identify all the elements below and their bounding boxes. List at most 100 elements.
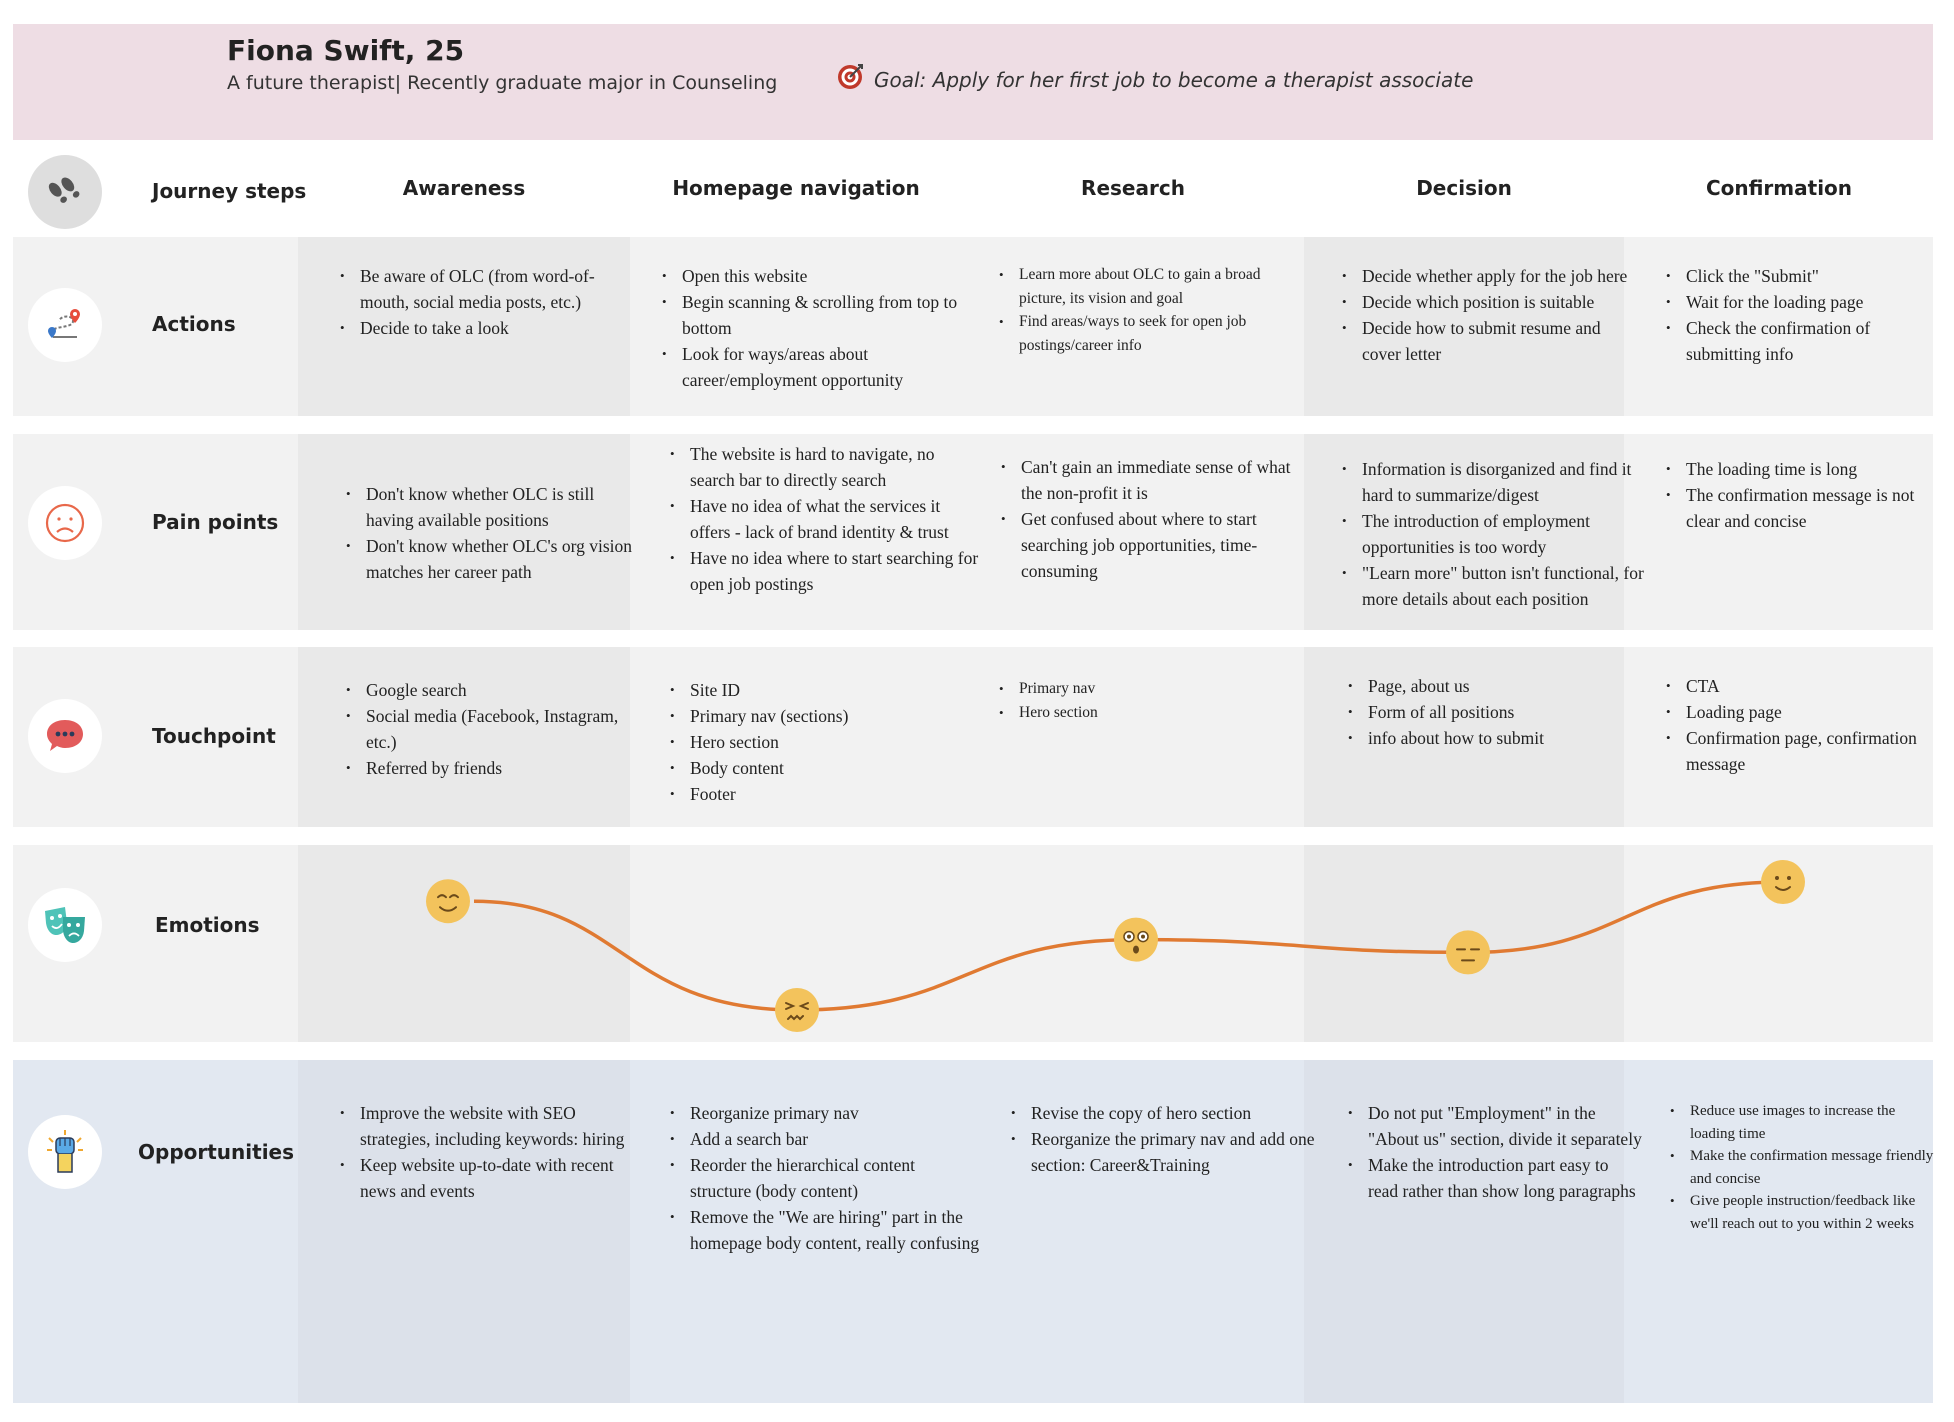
emotion-face-content-icon <box>426 879 470 924</box>
list-item: Page, about us <box>1348 673 1638 699</box>
list-item: Have no idea where to start searching fo… <box>670 545 980 597</box>
list-item: info about how to submit <box>1348 725 1638 751</box>
persona-header <box>13 24 1933 140</box>
list-item: Reduce use images to increase the loadin… <box>1670 1100 1940 1145</box>
pain-cell-awareness: Don't know whether OLC is still having a… <box>344 481 642 585</box>
stage-homepage-navigation: Homepage navigation <box>672 176 920 200</box>
touch-cell-confirmation: CTA Loading page Confirmation page, conf… <box>1664 673 1952 777</box>
column-shade-awareness-emotions <box>298 845 630 1042</box>
touch-cell-research: Primary nav Hero section <box>997 677 1279 724</box>
actions-icon-badge <box>28 288 102 362</box>
list-item: CTA <box>1666 673 1952 699</box>
list-item: Have no idea of what the services it off… <box>670 493 980 545</box>
list-item: Referred by friends <box>346 755 626 781</box>
target-icon <box>838 64 863 89</box>
list-item: Footer <box>670 781 950 807</box>
stage-decision: Decision <box>1416 176 1512 200</box>
touchpoint-icon-badge <box>28 699 102 773</box>
touchpoint-label: Touchpoint <box>152 724 276 748</box>
list-item: Reorganize the primary nav and add one s… <box>1011 1126 1321 1178</box>
theater-masks-icon <box>45 907 85 943</box>
emotion-face-neutral-icon <box>1446 930 1490 975</box>
actions-cell-awareness: Be aware of OLC (from word-of-mouth, soc… <box>338 263 640 341</box>
emotion-faces <box>426 860 1805 1032</box>
list-item: Decide whether apply for the job here <box>1342 263 1640 289</box>
actions-cell-decision: Decide whether apply for the job here De… <box>1340 263 1640 367</box>
pain-points-label: Pain points <box>152 510 279 534</box>
list-item: Reorganize primary nav <box>670 1100 980 1126</box>
opportunities-label: Opportunities <box>138 1140 295 1164</box>
footsteps-icon <box>48 177 80 203</box>
emotions-label: Emotions <box>155 913 260 937</box>
list-item: Primary nav (sections) <box>670 703 950 729</box>
list-item: Information is disorganized and find it … <box>1342 456 1646 508</box>
list-item: Get confused about where to start search… <box>1001 506 1313 584</box>
list-item: Form of all positions <box>1348 699 1638 725</box>
list-item: Decide to take a look <box>340 315 640 341</box>
persona-goal: Goal: Apply for her first job to become … <box>874 68 1474 92</box>
list-item: Find areas/ways to seek for open job pos… <box>999 310 1309 357</box>
list-item: Wait for the loading page <box>1666 289 1948 315</box>
stage-confirmation: Confirmation <box>1705 176 1853 200</box>
list-item: Improve the website with SEO strategies,… <box>340 1100 642 1152</box>
list-item: Body content <box>670 755 950 781</box>
list-item: Reorder the hierarchical content structu… <box>670 1152 980 1204</box>
list-item: Confirmation page, confirmation message <box>1666 725 1952 777</box>
list-item: Loading page <box>1666 699 1952 725</box>
actions-cell-research: Learn more about OLC to gain a broad pic… <box>997 263 1309 357</box>
list-item: The introduction of employment opportuni… <box>1342 508 1646 560</box>
touch-cell-decision: Page, about us Form of all positions inf… <box>1346 673 1638 751</box>
sad-face-icon <box>45 503 85 543</box>
pain-cell-research: Can't gain an immediate sense of what th… <box>999 454 1313 584</box>
journey-steps-icon-badge <box>28 155 102 229</box>
list-item: Site ID <box>670 677 950 703</box>
pain-points-icon-badge <box>28 486 102 560</box>
list-item: Be aware of OLC (from word-of-mouth, soc… <box>340 263 640 315</box>
list-item: Give people instruction/feedback like we… <box>1670 1190 1940 1235</box>
persona-name: Fiona Swift, 25 <box>227 34 465 67</box>
list-item: Don't know whether OLC's org vision matc… <box>346 533 642 585</box>
list-item: Learn more about OLC to gain a broad pic… <box>999 263 1309 310</box>
actions-cell-homepage-navigation: Open this website Begin scanning & scrol… <box>660 263 972 393</box>
list-item: Check the confirmation of submitting inf… <box>1666 315 1948 367</box>
actions-label: Actions <box>152 312 236 336</box>
raised-fist-icon <box>47 1130 83 1173</box>
list-item: Begin scanning & scrolling from top to b… <box>662 289 972 341</box>
opportunities-icon-badge <box>28 1115 102 1189</box>
touch-cell-awareness: Google search Social media (Facebook, In… <box>344 677 626 781</box>
list-item: Make the introduction part easy to read … <box>1348 1152 1642 1204</box>
opp-cell-homepage-navigation: Reorganize primary nav Add a search bar … <box>668 1100 980 1256</box>
route-map-icon <box>48 309 80 338</box>
chat-bubble-icon <box>47 720 83 751</box>
emotion-face-frustrated-icon <box>775 988 819 1032</box>
list-item: Click the "Submit" <box>1666 263 1948 289</box>
list-item: Hero section <box>670 729 950 755</box>
opp-cell-awareness: Improve the website with SEO strategies,… <box>338 1100 642 1204</box>
list-item: Don't know whether OLC is still having a… <box>346 481 642 533</box>
list-item: Keep website up-to-date with recent news… <box>340 1152 642 1204</box>
actions-cell-confirmation: Click the "Submit" Wait for the loading … <box>1664 263 1948 367</box>
list-item: Revise the copy of hero section <box>1011 1100 1321 1126</box>
opp-cell-confirmation: Reduce use images to increase the loadin… <box>1668 1100 1940 1235</box>
persona-description: A future therapist| Recently graduate ma… <box>227 72 778 94</box>
list-item: Can't gain an immediate sense of what th… <box>1001 454 1313 506</box>
pain-cell-decision: Information is disorganized and find it … <box>1340 456 1646 612</box>
stage-research: Research <box>1081 176 1185 200</box>
list-item: Open this website <box>662 263 972 289</box>
list-item: The confirmation message is not clear an… <box>1666 482 1952 534</box>
list-item: Add a search bar <box>670 1126 980 1152</box>
list-item: Remove the "We are hiring" part in the h… <box>670 1204 980 1256</box>
emotion-face-surprised-icon <box>1114 917 1158 962</box>
touch-cell-homepage-navigation: Site ID Primary nav (sections) Hero sect… <box>668 677 950 807</box>
list-item: Primary nav <box>999 677 1279 701</box>
opp-cell-research: Revise the copy of hero section Reorgani… <box>1009 1100 1321 1178</box>
pain-cell-homepage-navigation: The website is hard to navigate, no sear… <box>668 441 980 597</box>
list-item: Look for ways/areas about career/employm… <box>662 341 972 393</box>
pain-cell-confirmation: The loading time is long The confirmatio… <box>1664 456 1952 534</box>
emotion-face-happy-icon <box>1761 860 1805 904</box>
stage-awareness: Awareness <box>402 176 526 200</box>
journey-steps-label: Journey steps <box>152 179 307 203</box>
list-item: Hero section <box>999 701 1279 725</box>
list-item: Make the confirmation message friendly a… <box>1670 1145 1940 1190</box>
